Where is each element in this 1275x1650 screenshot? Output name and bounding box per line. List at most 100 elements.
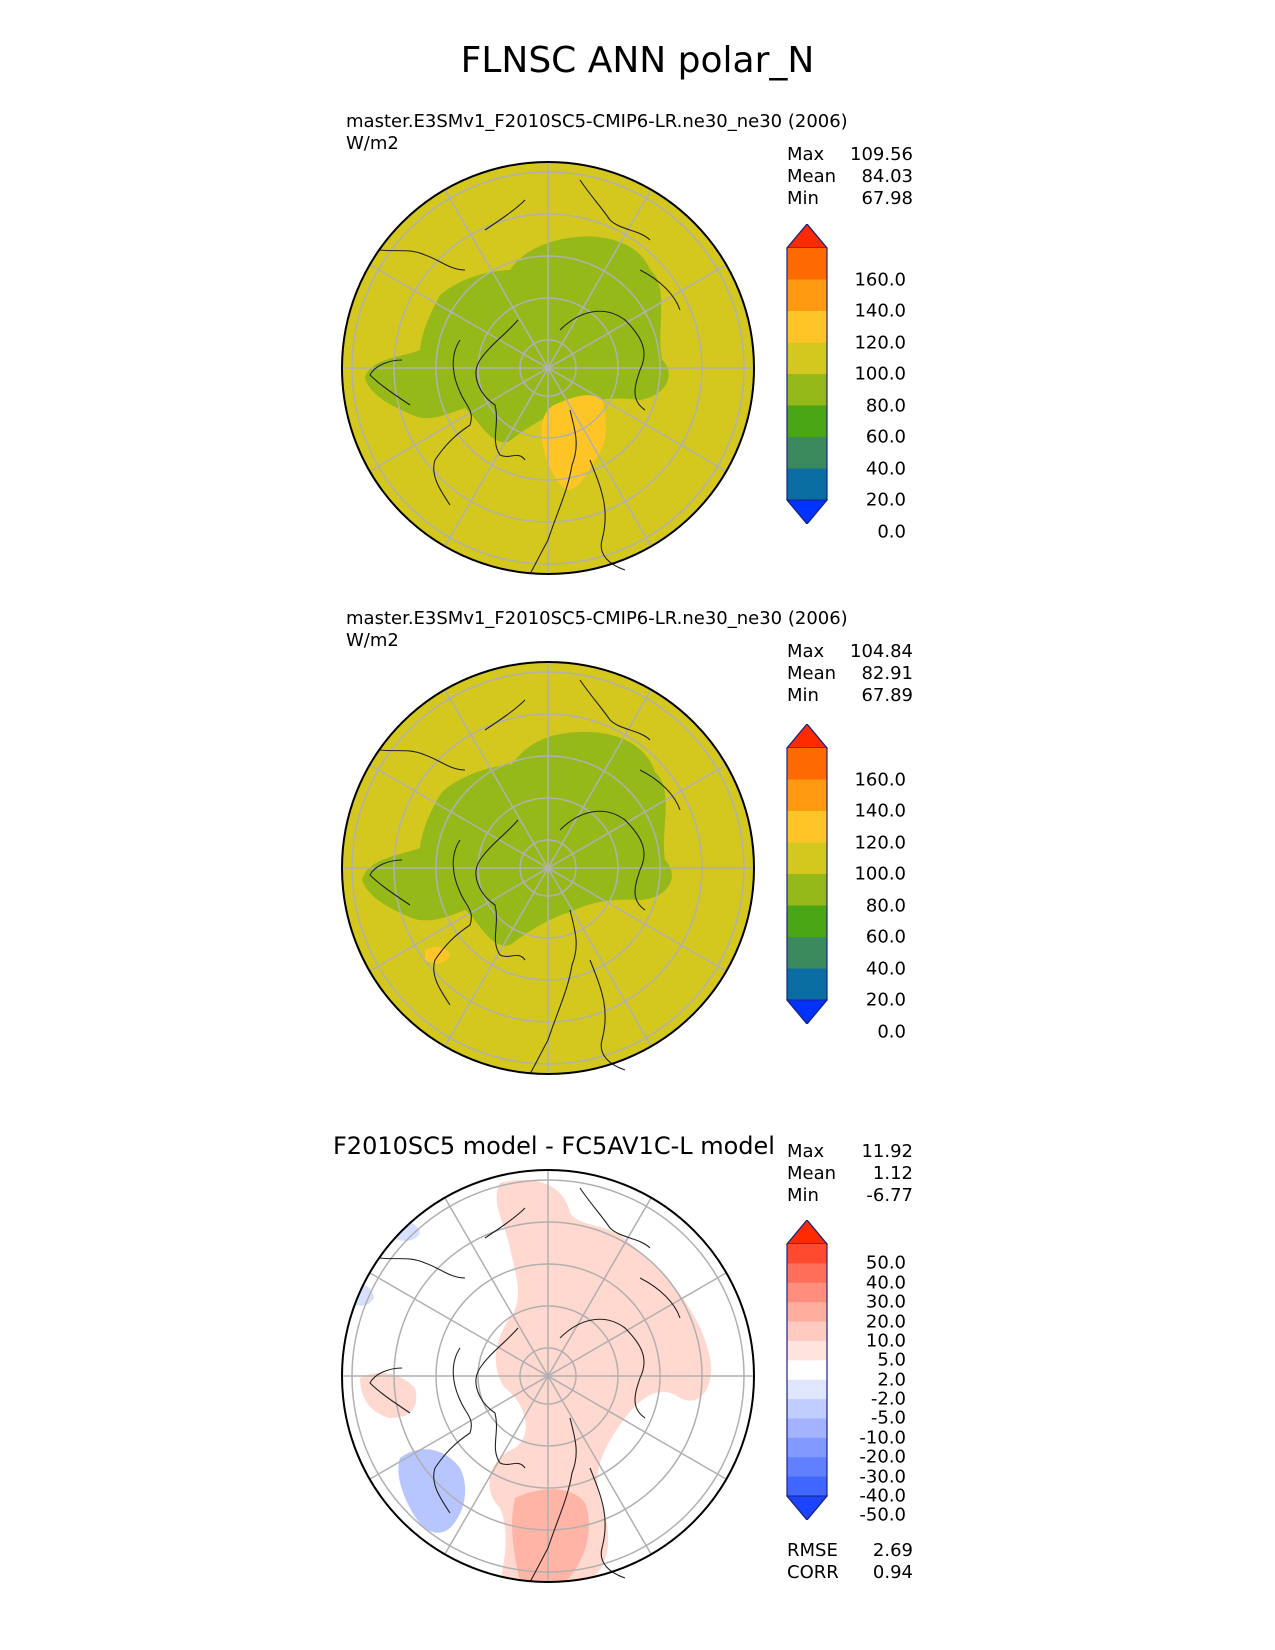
colorbar-tick-label: -50.0 bbox=[859, 1504, 906, 1526]
colorbar-tick-label: 40.0 bbox=[865, 458, 906, 479]
colorbar-outline bbox=[786, 1220, 828, 1520]
colorbar-bin bbox=[787, 1418, 827, 1439]
colorbar-tick-label: 60.0 bbox=[865, 426, 906, 448]
metrics-box: RMSE 2.69 CORR 0.94 bbox=[787, 1540, 913, 1584]
colorbar-extend-top bbox=[785, 724, 829, 749]
colorbar-bin bbox=[787, 1302, 827, 1323]
colorbar-tick-label: 30.0 bbox=[865, 1291, 906, 1313]
colorbar-bin bbox=[787, 468, 827, 501]
stat-value: 84.03 bbox=[861, 166, 913, 187]
colorbar-tick-label: -10.0 bbox=[859, 1427, 906, 1449]
stats-box: Max 109.56 Mean 84.03 Min 67.98 bbox=[787, 144, 913, 210]
field-region-60-80 bbox=[362, 731, 672, 946]
polar-map-ref bbox=[341, 661, 755, 1075]
colorbar-tick-label: 100.0 bbox=[854, 863, 906, 885]
stats-box: Max 104.84 Mean 82.91 Min 67.89 bbox=[787, 641, 913, 707]
colorbar-bin bbox=[787, 1321, 827, 1342]
graticule bbox=[342, 162, 754, 574]
colorbar-bin bbox=[787, 842, 827, 875]
stat-value: 67.98 bbox=[861, 188, 913, 209]
stat-label: Min bbox=[787, 188, 819, 209]
colorbar-tick-label: 80.0 bbox=[865, 395, 906, 416]
colorbar-bin bbox=[787, 1244, 827, 1264]
colorbar-outline bbox=[786, 724, 828, 1024]
colorbar-extend-top bbox=[785, 1220, 829, 1245]
field-region-100-120 bbox=[425, 946, 450, 964]
colorbar-tick-label: 50.0 bbox=[865, 1252, 906, 1274]
colorbar-tick-label: 120.0 bbox=[854, 832, 906, 853]
colorbar-labels-diff: 50.0 40.0 30.0 20.0 10.0 5.0 2.0 -2.0 -5.0 -10.0-… bbox=[836, 1220, 906, 1526]
colorbar-bin bbox=[787, 311, 827, 343]
stat-label: Max bbox=[787, 144, 825, 165]
stat-value: 82.91 bbox=[861, 663, 913, 684]
colorbar-bin bbox=[787, 1282, 827, 1303]
panel-title-text: master.E3SMv1_F2010SC5-CMIP6-LR.ne30_ne3… bbox=[346, 111, 848, 132]
stats-box: Max 11.92 Mean 1.12 Min -6.77 bbox=[787, 1141, 913, 1207]
graticule bbox=[342, 1170, 754, 1582]
stat-label: Min bbox=[787, 685, 819, 706]
polar-map-diff bbox=[341, 1169, 755, 1583]
stat-value: 11.92 bbox=[861, 1141, 913, 1162]
colorbar-tick-label: 10.0 bbox=[865, 1330, 906, 1352]
colorbar-bin bbox=[787, 342, 827, 375]
stat-label: Max bbox=[787, 1141, 825, 1162]
colorbar-outline bbox=[786, 224, 828, 524]
stat-label: Max bbox=[787, 641, 825, 662]
colorbar-extend-top bbox=[785, 224, 829, 249]
stat-label: Mean bbox=[787, 663, 837, 684]
colorbar-bin bbox=[787, 1340, 827, 1361]
diff-title: F2010SC5 model - FC5AV1C-L model bbox=[333, 1132, 775, 1160]
colorbar-tick-label: 40.0 bbox=[865, 1272, 906, 1294]
colorbar-tick-label: -5.0 bbox=[870, 1407, 906, 1429]
polar-map-test bbox=[341, 161, 755, 575]
colorbar-tick-label: 60.0 bbox=[865, 926, 906, 948]
colorbar-bin bbox=[787, 748, 827, 780]
map-boundary bbox=[341, 161, 755, 575]
colorbar-tick-label: 80.0 bbox=[865, 895, 906, 916]
colorbar-bin bbox=[787, 1379, 827, 1400]
colorbar-tick-label: 0.0 bbox=[877, 521, 906, 542]
colorbar-extend-bottom bbox=[785, 999, 829, 1024]
colorbar-bin bbox=[787, 874, 827, 906]
colorbar-labels-1: 160.0 140.0 120.0 100.0 80.0 60.0 40.0 20.0 0.0 bbox=[836, 224, 906, 542]
colorbar-tick-label: -2.0 bbox=[870, 1388, 906, 1410]
coastlines bbox=[369, 679, 681, 1075]
colorbar-bin bbox=[787, 968, 827, 1001]
colorbar-bin bbox=[787, 279, 827, 312]
colorbar-bin bbox=[787, 1360, 827, 1381]
colorbar-tick-label: 100.0 bbox=[854, 363, 906, 385]
map-boundary bbox=[341, 661, 755, 1075]
panel-units: W/m2 bbox=[346, 630, 399, 651]
colorbar-tick-label: 140.0 bbox=[854, 800, 906, 822]
stat-label: Min bbox=[787, 1185, 819, 1206]
panel-title-text: master.E3SMv1_F2010SC5-CMIP6-LR.ne30_ne3… bbox=[346, 608, 848, 629]
colorbar-tick-label: 120.0 bbox=[854, 332, 906, 353]
colorbar-tick-label: 20.0 bbox=[865, 489, 906, 511]
colorbar-tick-label: 0.0 bbox=[877, 1021, 906, 1042]
stat-value: 1.12 bbox=[872, 1163, 913, 1184]
colorbar-labels-2: 160.0 140.0 120.0 100.0 80.0 60.0 40.0 20.0 0.0 bbox=[836, 724, 906, 1042]
coastlines bbox=[369, 1187, 681, 1583]
colorbar-bin bbox=[787, 248, 827, 280]
colorbar-main-2 bbox=[785, 724, 829, 1024]
panel-title: master.E3SMv1_F2010SC5-CMIP6-LR.ne30_ne3… bbox=[346, 608, 848, 652]
colorbar-tick-label: 2.0 bbox=[877, 1369, 906, 1391]
metric-label: CORR bbox=[787, 1562, 839, 1583]
diff-region-negative bbox=[398, 1449, 466, 1533]
panel-units: W/m2 bbox=[346, 133, 399, 154]
colorbar-tick-label: 20.0 bbox=[865, 1311, 906, 1333]
map-boundary bbox=[341, 1169, 755, 1583]
colorbar-diff bbox=[785, 1220, 829, 1520]
metric-value: 0.94 bbox=[872, 1562, 913, 1583]
colorbar-tick-label: 140.0 bbox=[854, 300, 906, 322]
field-region-100-120 bbox=[541, 395, 606, 490]
colorbar-bin bbox=[787, 1437, 827, 1458]
stat-value: 109.56 bbox=[850, 144, 913, 165]
diff-region-positive bbox=[489, 1179, 711, 1582]
stat-value: -6.77 bbox=[866, 1185, 913, 1206]
colorbar-bin bbox=[787, 1476, 827, 1497]
colorbar-tick-label: -20.0 bbox=[859, 1446, 906, 1468]
colorbar-bin bbox=[787, 405, 827, 438]
diff-region-strong-positive bbox=[512, 1489, 589, 1582]
colorbar-tick-label: 40.0 bbox=[865, 958, 906, 979]
